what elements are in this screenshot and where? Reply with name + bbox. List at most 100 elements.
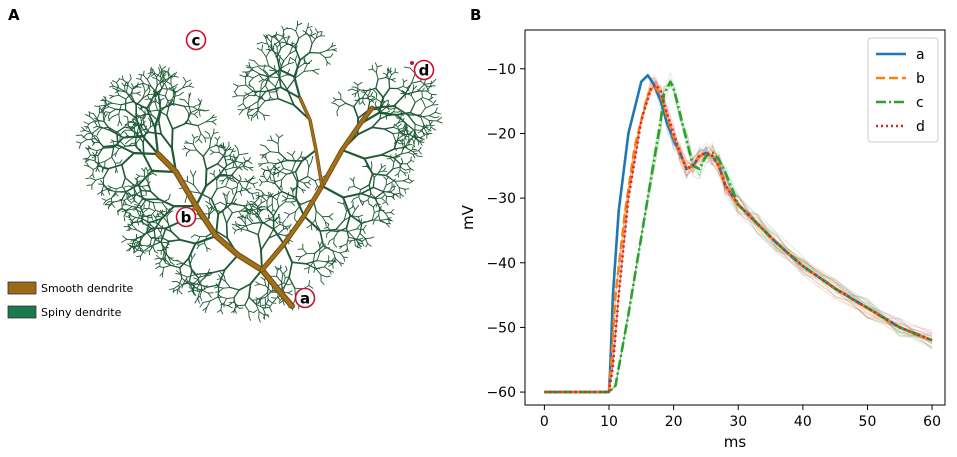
dendrite-segment — [284, 276, 290, 279]
dendrite-segment — [265, 37, 268, 45]
dendrite-segment — [343, 215, 353, 221]
spiny-dendrites — [75, 20, 443, 323]
dendrite-segment — [194, 234, 218, 245]
dendrite-segment — [133, 184, 136, 195]
dendrite-segment — [121, 163, 127, 179]
dendrite-segment — [117, 131, 121, 136]
dendrite-segment — [372, 186, 383, 192]
dendrite-segment — [404, 90, 419, 96]
dendrite-segment — [245, 223, 254, 227]
dendrite-segment — [130, 184, 134, 188]
dendrite-segment — [248, 62, 251, 67]
dendrite-segment — [303, 70, 314, 72]
dendrite-segment — [203, 242, 208, 249]
dendrite-segment — [217, 296, 223, 305]
dendrite-segment — [92, 169, 94, 175]
smooth-branch-up-highlight — [299, 97, 323, 187]
dendrite-segment — [207, 292, 214, 294]
dendrite-segment — [390, 71, 396, 76]
dendrite-segment — [323, 227, 329, 229]
dendrite-segment — [283, 167, 293, 172]
dendrite-segment — [358, 242, 361, 248]
dendrite-segment — [242, 209, 248, 212]
dendrite-segment — [236, 223, 242, 226]
dendrite-segment — [239, 186, 243, 193]
dendrite-segment — [103, 183, 109, 190]
dendrite-segment — [319, 247, 326, 253]
dendrite-segment — [357, 214, 364, 218]
dendrite-segment — [138, 236, 144, 246]
dendrite-segment — [409, 180, 415, 184]
dendrite-segment — [134, 177, 138, 182]
dendrite-segment — [179, 238, 197, 245]
dendrite-segment — [173, 83, 179, 88]
dendrite-segment — [140, 221, 152, 229]
dendrite-segment — [278, 76, 288, 90]
dendrite-segment — [252, 212, 259, 218]
dendrite-segment — [133, 236, 144, 240]
dendrite-segment — [419, 141, 423, 146]
dendrite-segment — [172, 91, 176, 105]
dendrite-segment — [375, 66, 378, 73]
dendrite-segment — [330, 102, 336, 105]
dendrite-segment — [191, 287, 194, 294]
dendrite-segment — [386, 74, 390, 81]
dendrite-segment — [372, 206, 375, 214]
dendrite-segment — [258, 178, 263, 183]
dendrite-segment — [285, 42, 296, 49]
dendrite-segment — [162, 69, 164, 76]
dendrite-segment — [382, 87, 391, 99]
dendrite-segment — [242, 95, 245, 105]
dendrite-segment — [213, 131, 219, 135]
dendrite-segment — [230, 174, 240, 182]
dendrite-segment — [90, 131, 96, 140]
dendrite-segment — [150, 214, 153, 220]
dendrite-segment — [135, 198, 144, 209]
dendrite-segment — [276, 42, 282, 48]
trace-d — [544, 83, 933, 394]
dendrite-segment — [403, 79, 408, 83]
dendrite-segment — [399, 193, 404, 197]
dendrite-segment — [423, 126, 428, 134]
dendrite-segment — [255, 188, 262, 191]
dendrite-segment — [251, 193, 255, 200]
dendrite-segment — [261, 76, 270, 83]
dendrite-segment — [168, 86, 175, 90]
dendrite-segment — [381, 197, 385, 202]
dendrite-segment — [208, 273, 213, 277]
dendrite-segment — [146, 94, 155, 110]
dendrite-segment — [382, 201, 387, 205]
dendrite-segment — [173, 75, 179, 78]
dendrite-segment — [125, 211, 131, 214]
dendrite-segment — [117, 207, 123, 212]
dendrite-segment — [111, 146, 115, 158]
dendrite-segment — [265, 157, 269, 164]
dendrite-segment — [257, 233, 262, 251]
dendrite-segment — [128, 137, 134, 142]
dendrite-segment — [257, 90, 267, 102]
dendrite-segment — [267, 299, 273, 304]
dendrite-segment — [163, 217, 169, 224]
dendrite-segment — [263, 70, 270, 78]
dendrite-segment — [310, 219, 316, 226]
dendrite-segment — [249, 210, 251, 218]
dendrite-segment — [428, 115, 436, 119]
dendrite-segment — [115, 193, 119, 197]
dendrite-segment — [287, 62, 295, 65]
dendrite-segment — [358, 196, 362, 203]
dendrite-segment — [351, 92, 357, 95]
dendrite-segment — [254, 206, 261, 211]
dendrite-segment — [268, 65, 280, 73]
dendrite-segment — [264, 76, 270, 87]
dendrite-segment — [131, 193, 138, 197]
dendrite-segment — [384, 99, 389, 103]
dendrite-segment — [404, 145, 409, 150]
dendrite-segment — [285, 265, 288, 271]
dendrite-segment — [117, 120, 120, 127]
dendrite-segment — [210, 151, 215, 155]
dendrite-segment — [80, 129, 86, 132]
dendrite-segment — [159, 69, 163, 78]
dendrite-segment — [136, 142, 138, 149]
dendrite-segment — [141, 134, 160, 156]
